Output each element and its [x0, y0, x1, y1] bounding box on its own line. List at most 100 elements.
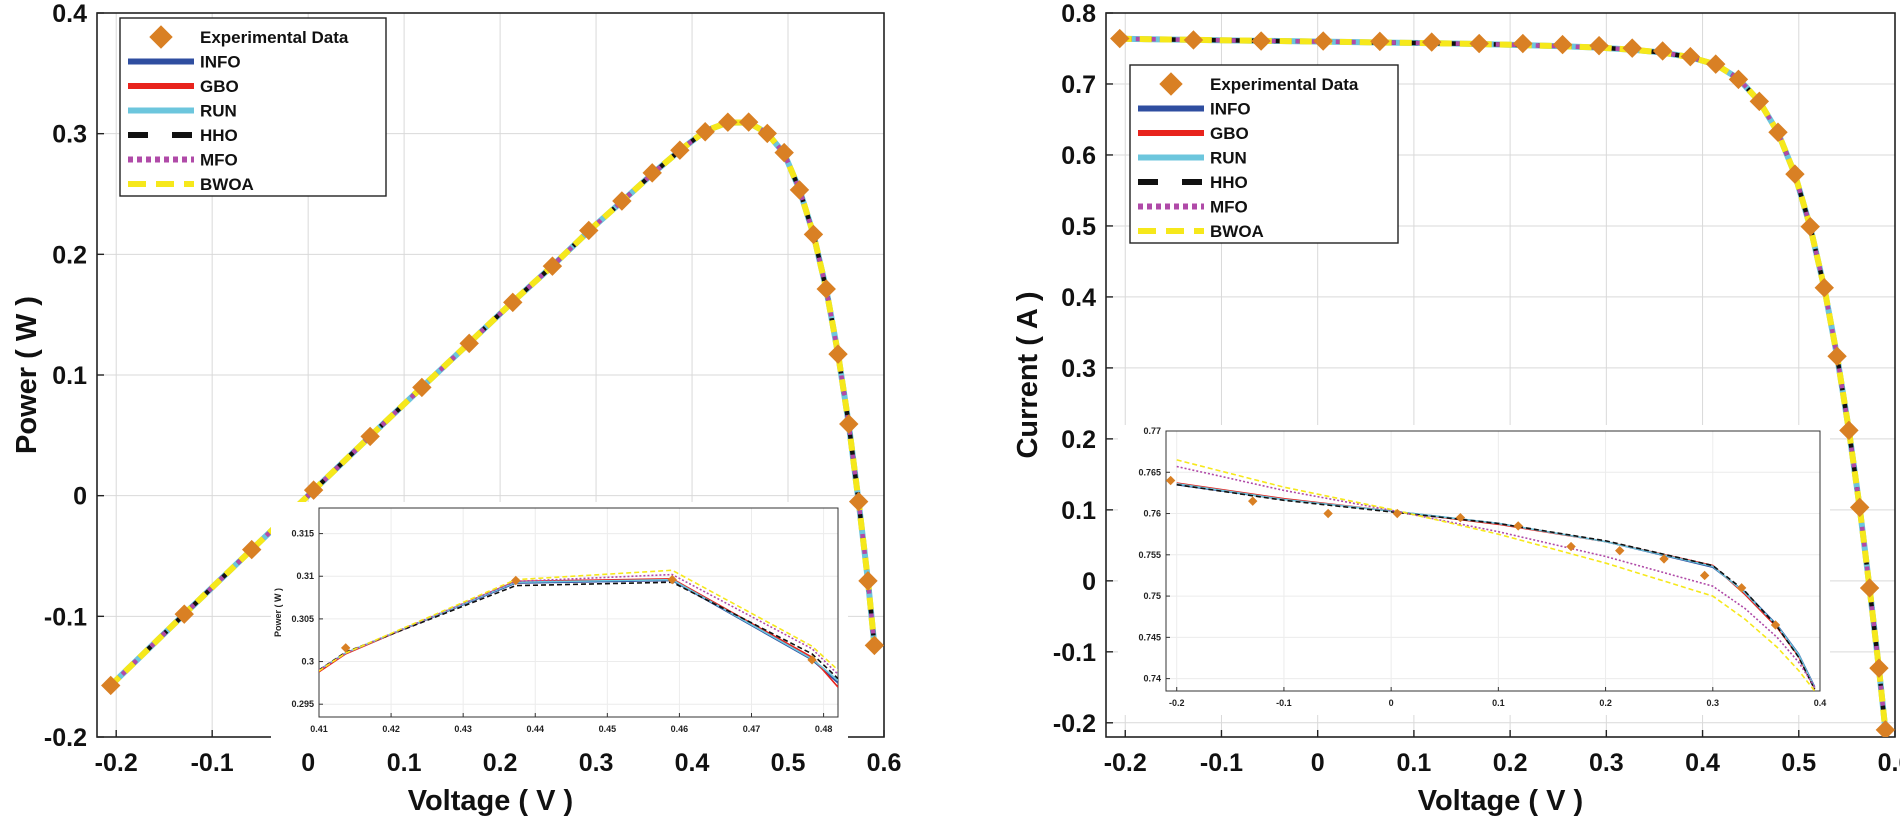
y-tick-label: 0.8 — [1061, 0, 1096, 28]
inset-y-tick-label: 0.77 — [1143, 426, 1161, 436]
experimental-point — [1869, 658, 1889, 678]
experimental-point — [242, 539, 262, 560]
inset-series-line-mfo — [1176, 465, 1816, 688]
inset-series-line-run — [1176, 483, 1816, 689]
inset-x-tick-label: 0.3 — [1707, 698, 1720, 708]
experimental-point — [503, 292, 523, 313]
series-line-bwoa — [1119, 35, 1889, 731]
inset-background — [1118, 425, 1830, 715]
zoom-inset: -0.2 -0.1 0 0.1 0.2 0.3 0.4 0.74 0.745 0.75 0.755 0… — [1118, 425, 1830, 715]
legend-label: BWOA — [200, 175, 254, 194]
inset-experimental-point — [511, 575, 521, 586]
inset-y-tick-label: 0.305 — [291, 614, 314, 624]
experimental-point — [542, 256, 563, 276]
legend-label: INFO — [1210, 100, 1251, 119]
y-axis-title: Current ( A ) — [1012, 291, 1044, 458]
y-tick-label: 0.3 — [1061, 355, 1096, 383]
experimental-point — [670, 140, 690, 160]
inset-curves — [1166, 459, 1816, 691]
legend: Experimental Data INFO GBO RUN HHO MFO BWOA — [119, 17, 387, 197]
x-axis-title: Voltage ( V ) — [1418, 785, 1583, 817]
experimental-point — [738, 112, 759, 132]
legend-label: RUN — [200, 102, 237, 121]
inset-series-line-hho — [1176, 483, 1816, 690]
x-tick-label: 0.3 — [1589, 749, 1624, 777]
y-tick-label: 0.4 — [1061, 284, 1096, 312]
x-tick-label: 0.4 — [675, 749, 710, 777]
experimental-point — [1839, 420, 1859, 441]
inset-series-line-bwoa — [319, 569, 838, 672]
x-tick-label: 0.3 — [579, 749, 614, 777]
legend-label: Experimental Data — [1210, 75, 1359, 94]
inset-y-axis-title: Power ( W ) — [273, 588, 283, 637]
inset-experimental-point — [1770, 620, 1781, 630]
inset-y-tick-label: 0.74 — [1143, 674, 1161, 684]
inset-experimental-point — [1615, 545, 1625, 556]
y-tick-label: 0.1 — [1061, 497, 1096, 525]
experimental-point — [1370, 31, 1390, 52]
experimental-point — [1680, 46, 1701, 67]
inset-x-tick-label: 0.44 — [526, 724, 544, 734]
legend: Experimental Data INFO GBO RUN HHO MFO BWOA — [1129, 64, 1399, 244]
x-tick-label: 0.2 — [483, 749, 518, 777]
experimental-point — [1749, 91, 1770, 112]
zoom-inset: 0.41 0.42 0.43 0.44 0.45 0.46 0.47 0.48 0.295 0.3… — [271, 502, 848, 741]
x-tick-label: -0.2 — [1104, 749, 1147, 777]
experimental-point — [858, 571, 878, 591]
y-tick-label: 0.4 — [52, 0, 87, 28]
x-tick-label: -0.1 — [1200, 749, 1243, 777]
legend-swatch-experimental — [1159, 72, 1183, 96]
y-tick-label: 0.2 — [52, 241, 87, 269]
experimental-point — [1785, 164, 1805, 184]
legend-label: HHO — [1210, 173, 1248, 192]
inset-y-tick-label: 0.745 — [1138, 632, 1161, 642]
inset-experimental-point — [1699, 570, 1710, 581]
experimental-point — [839, 414, 859, 434]
legend-swatch-experimental — [149, 25, 173, 49]
x-tick-label: 0.2 — [1493, 749, 1528, 777]
legend-label: MFO — [200, 151, 238, 170]
legend-box — [1129, 64, 1399, 244]
experimental-point — [774, 142, 794, 163]
y-tick-label: 0 — [1082, 568, 1096, 596]
experimental-point — [1875, 720, 1895, 737]
inset-x-tick-label: -0.2 — [1169, 698, 1185, 708]
experimental-point — [1552, 34, 1573, 55]
inset-experimental-point — [1566, 541, 1576, 552]
series-line-bwoa — [108, 119, 878, 688]
legend-label: GBO — [1210, 124, 1249, 143]
experimental-point — [864, 635, 884, 656]
x-tick-label: 0 — [1311, 749, 1325, 777]
experimental-point — [1768, 122, 1788, 142]
x-tick-label: -0.1 — [191, 749, 234, 777]
x-tick-label: 0.6 — [1878, 749, 1900, 777]
inset-x-tick-label: 0.2 — [1599, 698, 1612, 708]
inset-y-tick-label: 0.315 — [291, 529, 314, 539]
inset-experimental-point — [1248, 496, 1258, 506]
y-tick-label: 0.3 — [52, 121, 87, 149]
y-tick-label: -0.2 — [44, 724, 87, 752]
inset-experimental-point — [1455, 512, 1466, 523]
experimental-point — [1728, 69, 1749, 90]
experimental-point — [1313, 31, 1333, 51]
x-tick-label: 0.4 — [1685, 749, 1720, 777]
inset-y-tick-label: 0.295 — [291, 699, 314, 709]
legend-label: GBO — [200, 77, 239, 96]
experimental-point — [1110, 28, 1130, 49]
y-axis-title: Power ( W ) — [11, 296, 43, 454]
experimental-point — [412, 377, 432, 398]
experimental-point — [1706, 54, 1726, 74]
inset-x-tick-label: 0 — [1389, 698, 1394, 708]
experimental-point — [360, 426, 380, 447]
experimental-point — [1814, 277, 1834, 298]
experimental-point — [1183, 30, 1204, 50]
y-tick-label: 0.1 — [52, 362, 87, 390]
inset-x-tick-label: 0.48 — [815, 724, 833, 734]
x-tick-label: 0.5 — [1781, 749, 1816, 777]
inset-experimental-point — [1736, 583, 1747, 593]
y-tick-label: 0.5 — [1061, 213, 1096, 241]
inset-y-tick-label: 0.75 — [1143, 591, 1161, 601]
inset-y-tick-label: 0.755 — [1138, 550, 1161, 560]
x-axis-title: Voltage ( V ) — [408, 785, 573, 817]
